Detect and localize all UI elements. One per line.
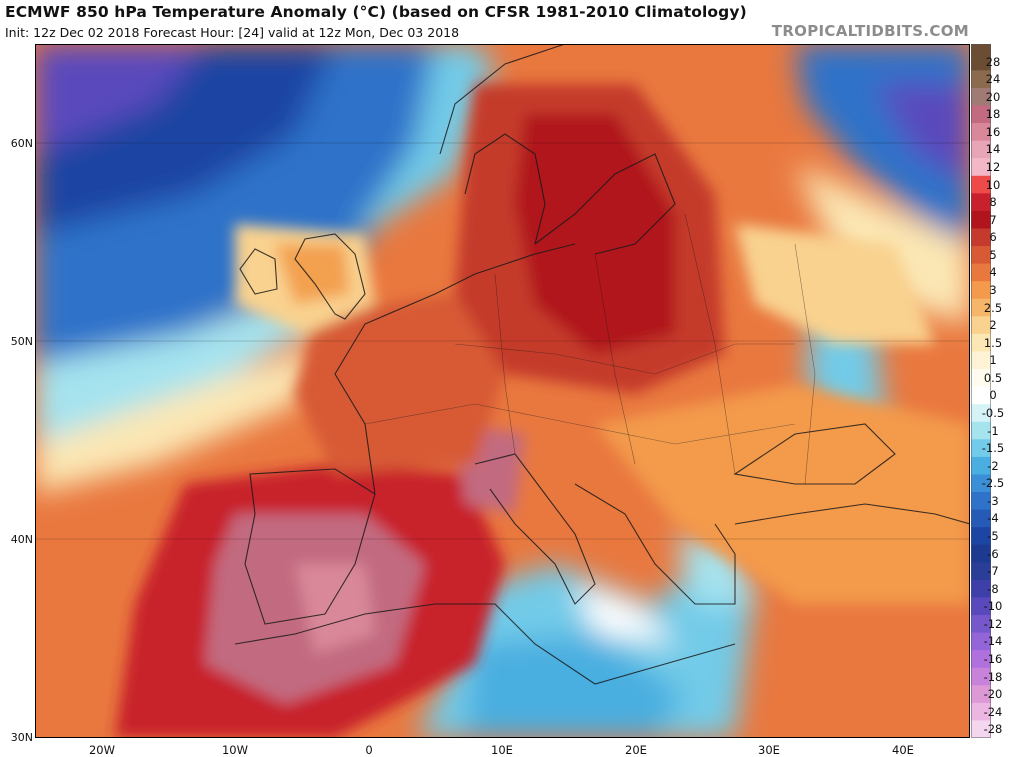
colorbar-tick-label: -2.5 [968, 476, 1018, 490]
lon-label-10w: 10W [205, 743, 265, 757]
colorbar-tick-label: 1.5 [968, 336, 1018, 350]
colorbar-tick-label: -7 [968, 564, 1018, 578]
colorbar-tick-label: -28 [968, 722, 1018, 736]
colorbar-tick-label: 20 [968, 90, 1018, 104]
colorbar-tick-label: 24 [968, 72, 1018, 86]
colorbar-tick-label: 4 [968, 265, 1018, 279]
lat-label-30n: 30N [0, 731, 33, 744]
colorbar-tick-label: 3 [968, 283, 1018, 297]
lon-label-10e: 10E [472, 743, 532, 757]
colorbar-tick-label: -2 [968, 459, 1018, 473]
lon-label-40e: 40E [873, 743, 933, 757]
colorbar-tick-label: -6 [968, 547, 1018, 561]
colorbar-tick-label: -20 [968, 687, 1018, 701]
colorbar-tick-label: -8 [968, 582, 1018, 596]
colorbar-tick-label: -24 [968, 705, 1018, 719]
colorbar-tick-label: 16 [968, 125, 1018, 139]
colorbar-tick-label: 7 [968, 213, 1018, 227]
colorbar-tick-label: 28 [968, 55, 1018, 69]
colorbar-tick-label: 18 [968, 107, 1018, 121]
lat-label-60n: 60N [0, 137, 33, 150]
anomaly-map [35, 44, 970, 738]
colorbar-tick-label: 1 [968, 353, 1018, 367]
colorbar-tick-label: 0 [968, 388, 1018, 402]
lat-label-40n: 40N [0, 533, 33, 546]
source-credit: TROPICALTIDBITS.COM [772, 22, 969, 40]
forecast-info: Init: 12z Dec 02 2018 Forecast Hour: [24… [5, 25, 459, 40]
colorbar-tick-label: -4 [968, 511, 1018, 525]
colorbar-tick-label: -18 [968, 670, 1018, 684]
colorbar-tick-label: -14 [968, 634, 1018, 648]
colorbar-tick-label: -3 [968, 494, 1018, 508]
colorbar-tick-label: -0.5 [968, 406, 1018, 420]
lat-label-50n: 50N [0, 335, 33, 348]
colorbar-tick-label: 6 [968, 230, 1018, 244]
colorbar-tick-label: 14 [968, 142, 1018, 156]
lon-label-0: 0 [339, 743, 399, 757]
colorbar-tick-label: 8 [968, 195, 1018, 209]
colorbar-tick-label: 12 [968, 160, 1018, 174]
colorbar-tick-label: 10 [968, 178, 1018, 192]
colorbar-tick-label: -12 [968, 617, 1018, 631]
colorbar-tick-label: -10 [968, 599, 1018, 613]
colorbar-segment [971, 44, 991, 54]
colorbar-tick-label: -16 [968, 652, 1018, 666]
colorbar-tick-label: 0.5 [968, 371, 1018, 385]
colorbar-tick-label: 2.5 [968, 301, 1018, 315]
colorbar-tick-label: -1 [968, 424, 1018, 438]
lon-label-20e: 20E [606, 743, 666, 757]
colorbar-tick-label: -5 [968, 529, 1018, 543]
map-title: ECMWF 850 hPa Temperature Anomaly (°C) (… [5, 3, 747, 21]
colorbar-tick-label: 2 [968, 318, 1018, 332]
colorbar-tick-label: -1.5 [968, 441, 1018, 455]
lon-label-20w: 20W [72, 743, 132, 757]
lon-label-30e: 30E [739, 743, 799, 757]
colorbar-tick-label: 5 [968, 248, 1018, 262]
